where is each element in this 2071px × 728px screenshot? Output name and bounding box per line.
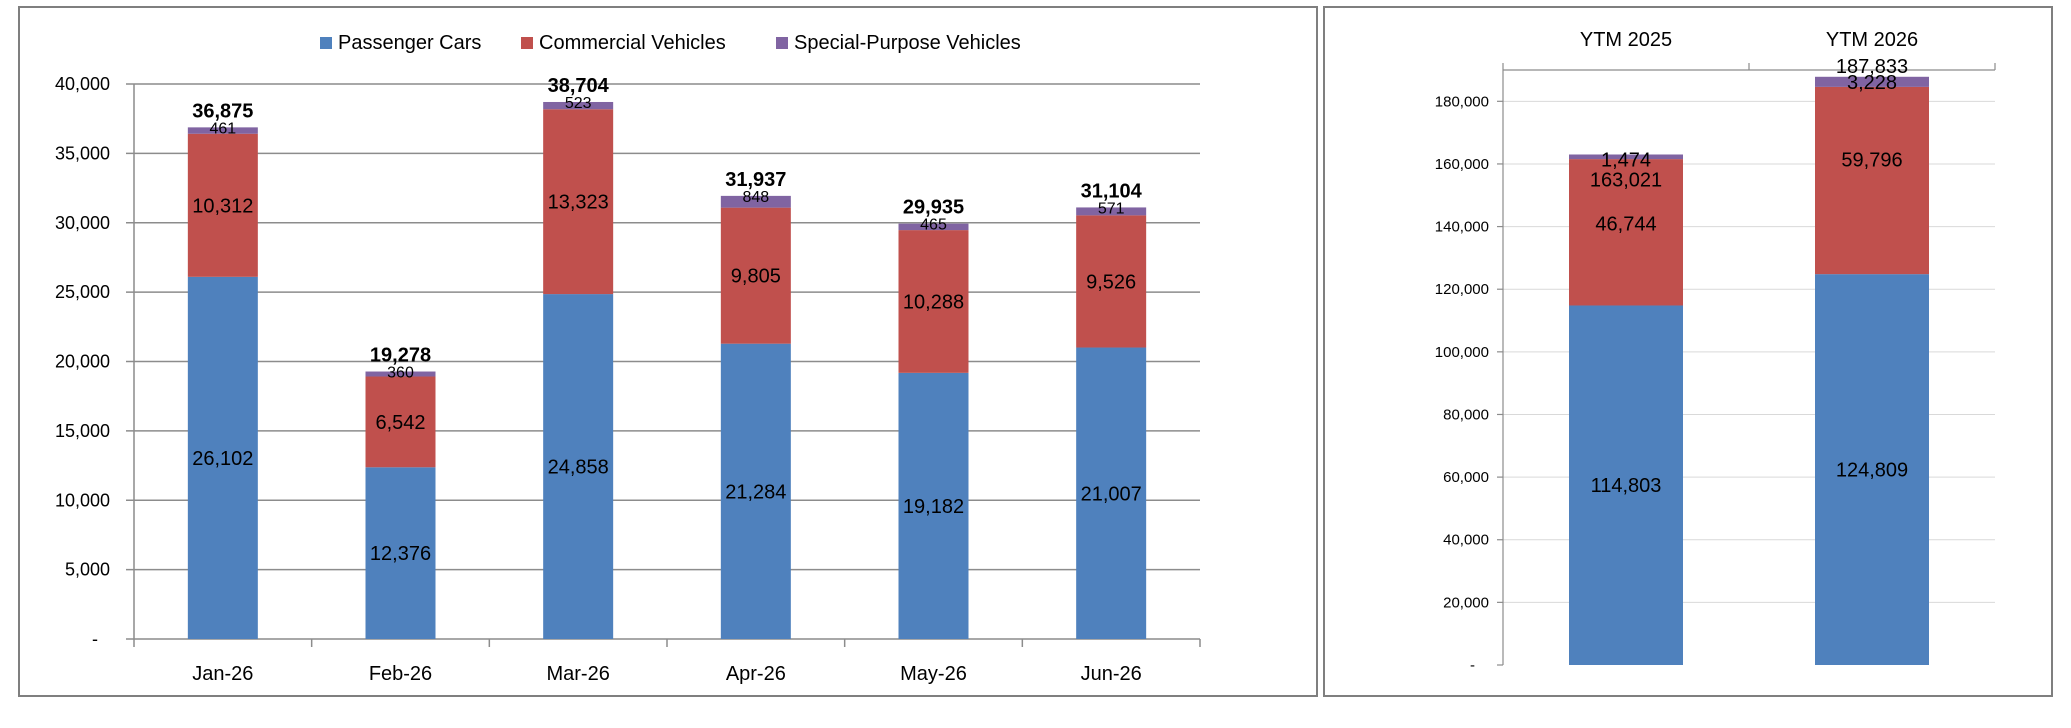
- total-label: 19,278: [370, 345, 431, 367]
- commercial-segment: [898, 230, 969, 373]
- y-tick-label: 40,000: [55, 74, 110, 94]
- y-tick-label: 80,000: [1443, 406, 1489, 423]
- legend-label-1: Commercial Vehicles: [539, 32, 726, 54]
- passenger-segment: [365, 467, 436, 639]
- passenger-segment: [898, 372, 969, 639]
- segment-value-label: 12,376: [370, 543, 431, 565]
- y-tick-label: 40,000: [1443, 532, 1489, 549]
- monthly-chart-panel: Passenger Cars Commercial Vehicles Special…: [18, 6, 1318, 697]
- passenger-segment: [1076, 347, 1147, 639]
- y-tick-label: 120,000: [1435, 281, 1489, 298]
- x-category-label: Jan-26: [192, 663, 253, 685]
- passenger-segment: [543, 294, 614, 639]
- special-segment: [1815, 76, 1929, 87]
- special-segment: [187, 127, 258, 134]
- commercial-segment: [720, 207, 791, 344]
- y-tick-label: 10,000: [55, 490, 110, 510]
- segment-value-label: 1,474: [1601, 149, 1651, 171]
- commercial-segment: [365, 376, 436, 468]
- y-tick-label: 140,000: [1435, 219, 1489, 236]
- y-tick-label: 20,000: [1443, 594, 1489, 611]
- segment-value-label: 24,858: [548, 457, 609, 479]
- total-label: 31,937: [725, 169, 786, 191]
- passenger-segment: [720, 343, 791, 639]
- total-label: 31,104: [1081, 180, 1143, 202]
- x-category-label: Jun-26: [1081, 663, 1142, 685]
- total-label: 163,021: [1590, 169, 1662, 191]
- ytm-stacked-bar-chart: - 20,000 40,000 60,000 80,000 100,000 120,000 1…: [1435, 29, 1996, 674]
- y-tick-label: 180,000: [1435, 93, 1489, 110]
- segment-value-label: 26,102: [192, 448, 253, 470]
- y-tick-label: 100,000: [1435, 344, 1489, 361]
- passenger-segment: [187, 276, 258, 639]
- segment-value-label: 124,809: [1836, 460, 1908, 482]
- y-tick-label: 35,000: [55, 143, 110, 163]
- passenger-segment: [1569, 305, 1683, 665]
- segment-value-label: 9,526: [1086, 271, 1136, 293]
- special-segment: [898, 223, 969, 231]
- commercial-segment: [1569, 159, 1683, 306]
- total-label: 29,935: [903, 197, 964, 219]
- segment-value-label: 10,288: [903, 291, 964, 313]
- segment-value-label: 59,796: [1841, 150, 1902, 172]
- segment-value-label: 571: [1098, 200, 1125, 217]
- special-segment: [543, 101, 614, 110]
- total-label: 187,833: [1836, 56, 1908, 78]
- segment-value-label: 6,542: [375, 412, 425, 434]
- x-category-label: May-26: [900, 663, 967, 685]
- legend-label-2: Special-Purpose Vehicles: [794, 32, 1021, 54]
- total-label: 36,875: [192, 100, 253, 122]
- legend-swatch-1: [521, 37, 533, 49]
- passenger-segment: [1815, 274, 1929, 665]
- x-category-label: Feb-26: [369, 663, 432, 685]
- special-segment: [365, 371, 436, 377]
- x-category-label: YTM 2026: [1826, 29, 1918, 51]
- segment-value-label: 19,182: [903, 496, 964, 518]
- segment-value-label: 523: [565, 95, 592, 112]
- x-category-label: YTM 2025: [1580, 29, 1672, 51]
- segment-value-label: 360: [387, 365, 414, 382]
- segment-value-label: 21,007: [1081, 483, 1142, 505]
- y-tick-label: 15,000: [55, 421, 110, 441]
- y-tick-label: -: [1470, 657, 1475, 674]
- y-tick-label: 20,000: [55, 352, 110, 372]
- y-tick-label: -: [92, 629, 98, 649]
- monthly-stacked-bar-chart: Passenger Cars Commercial Vehicles Special…: [55, 32, 1201, 685]
- total-label: 38,704: [548, 75, 610, 97]
- segment-value-label: 21,284: [725, 481, 786, 503]
- x-category-label: Mar-26: [546, 663, 609, 685]
- legend-swatch-2: [776, 37, 788, 49]
- segment-value-label: 3,228: [1847, 72, 1897, 94]
- segment-value-label: 114,803: [1591, 475, 1662, 497]
- y-tick-label: 30,000: [55, 213, 110, 233]
- commercial-segment: [543, 109, 614, 295]
- legend-label-0: Passenger Cars: [338, 32, 481, 54]
- segment-value-label: 46,744: [1595, 213, 1656, 235]
- special-segment: [1569, 154, 1683, 160]
- legend-swatch-0: [320, 37, 332, 49]
- ytm-chart-panel: - 20,000 40,000 60,000 80,000 100,000 120,000 1…: [1323, 6, 2053, 697]
- y-tick-label: 25,000: [55, 282, 110, 302]
- segment-value-label: 465: [920, 217, 947, 234]
- x-category-label: Apr-26: [726, 663, 786, 685]
- y-tick-label: 160,000: [1435, 156, 1489, 173]
- segment-value-label: 13,323: [548, 192, 609, 214]
- segment-value-label: 848: [742, 189, 769, 206]
- commercial-segment: [1076, 215, 1147, 348]
- y-tick-label: 60,000: [1443, 469, 1489, 486]
- segment-value-label: 9,805: [731, 266, 781, 288]
- special-segment: [720, 195, 791, 208]
- segment-value-label: 10,312: [192, 195, 253, 217]
- special-segment: [1076, 207, 1147, 216]
- y-tick-label: 5,000: [65, 560, 110, 580]
- commercial-segment: [1815, 86, 1929, 275]
- segment-value-label: 461: [209, 120, 236, 137]
- commercial-segment: [187, 133, 258, 277]
